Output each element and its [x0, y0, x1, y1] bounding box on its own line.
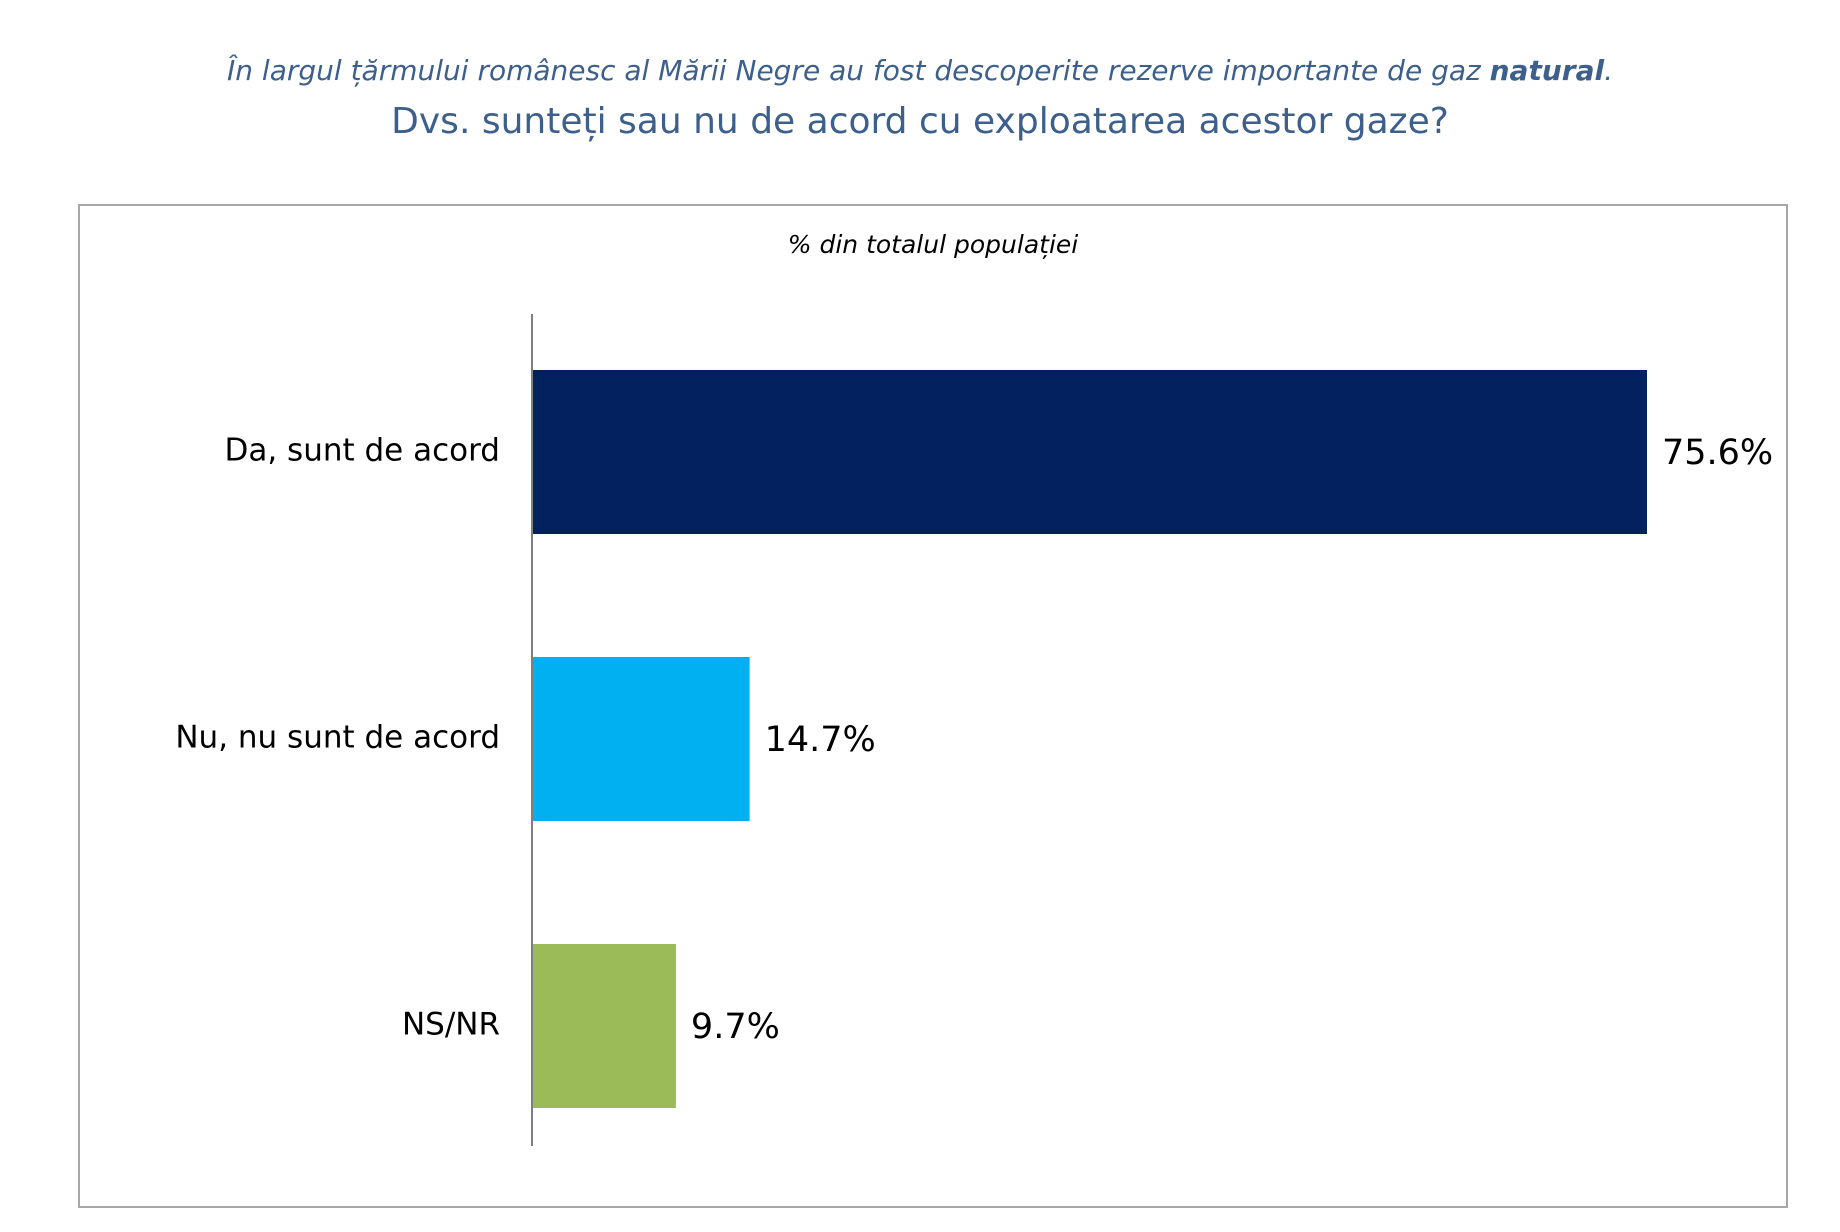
category-label: NS/NR [402, 1007, 500, 1043]
question-context-emphasis: natural [1489, 54, 1605, 87]
category-label: Nu, nu sunt de acord [175, 720, 500, 756]
chart-header: În largul țărmului românesc al Mării Neg… [0, 52, 1840, 148]
data-label: 75.6% [1662, 433, 1773, 473]
bar [533, 370, 1647, 534]
chart-unit-label: % din totalul populației [787, 230, 1079, 259]
question-title: Dvs. sunteți sau nu de acord cu exploata… [391, 101, 1449, 142]
question-context-text: În largul țărmului românesc al Mării Neg… [227, 54, 1490, 87]
question-context-end: . [1604, 54, 1613, 87]
bar [533, 657, 750, 821]
data-label: 9.7% [691, 1007, 780, 1047]
bar-chart: Da, sunt de acord 75.6% Nu, nu sunt de aco… [175, 314, 1773, 1146]
bar [533, 944, 676, 1108]
chart-frame: % din totalul populației Da, sunt de aco… [78, 204, 1788, 1208]
data-label: 14.7% [765, 720, 876, 760]
category-label: Da, sunt de acord [224, 433, 500, 469]
question-context: În largul țărmului românesc al Mării Neg… [0, 52, 1840, 90]
